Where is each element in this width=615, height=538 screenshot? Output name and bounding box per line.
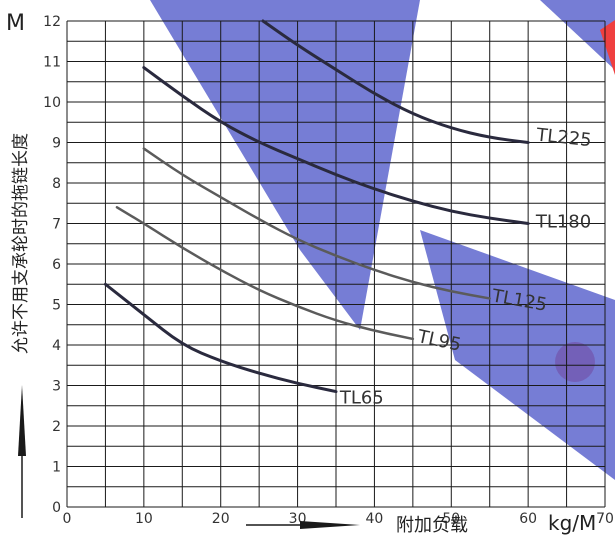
y-tick-label: 3	[52, 379, 61, 395]
watermark-red-mark	[600, 20, 615, 75]
y-axis-title: 允许不用支承轮时的拖链长度	[11, 133, 31, 354]
curve-label-tl180: TL180	[535, 212, 591, 233]
watermark-blue-band	[420, 230, 615, 480]
y-tick-label: 12	[43, 14, 61, 30]
series-line-tl180	[142, 66, 530, 225]
x-tick-label: 10	[135, 511, 153, 527]
grid	[66, 20, 606, 508]
y-tick-label: 8	[52, 176, 61, 192]
x-tick-label: 70	[596, 511, 614, 527]
watermark-blue-band	[540, 0, 615, 70]
curve-label-tl225: TL225	[534, 124, 592, 151]
series-line-tl125	[142, 147, 491, 300]
x-axis-title: 附加负载	[396, 515, 468, 536]
y-tick-label: 5	[52, 298, 61, 314]
y-tick-label: 10	[43, 95, 61, 111]
y-tick-label: 4	[52, 338, 61, 354]
y-unit-label: M	[6, 11, 25, 36]
curve-label-tl65: TL65	[339, 388, 384, 409]
x-axis-arrow	[246, 521, 360, 529]
x-tick-label: 50	[442, 511, 460, 527]
x-unit-label: kg/M	[548, 511, 596, 535]
x-tick-label: 0	[63, 511, 72, 527]
series-line-tl95	[115, 206, 415, 341]
y-tick-label: 6	[52, 257, 61, 273]
y-tick-label: 11	[43, 55, 61, 71]
watermark-blue-band	[150, 0, 420, 330]
y-tick-label: 9	[52, 136, 61, 152]
y-tick-label: 0	[52, 500, 61, 516]
series-layer	[103, 19, 530, 394]
series-line-tl225	[261, 19, 530, 144]
x-tick-label: 20	[212, 511, 230, 527]
x-tick-label: 40	[366, 511, 384, 527]
series-line-tl65	[103, 282, 338, 394]
y-tick-label: 7	[52, 217, 61, 233]
y-axis-arrow	[18, 385, 26, 518]
x-tick-label: 60	[519, 511, 537, 527]
y-tick-label: 1	[52, 460, 61, 476]
y-tick-label: 2	[52, 419, 61, 435]
